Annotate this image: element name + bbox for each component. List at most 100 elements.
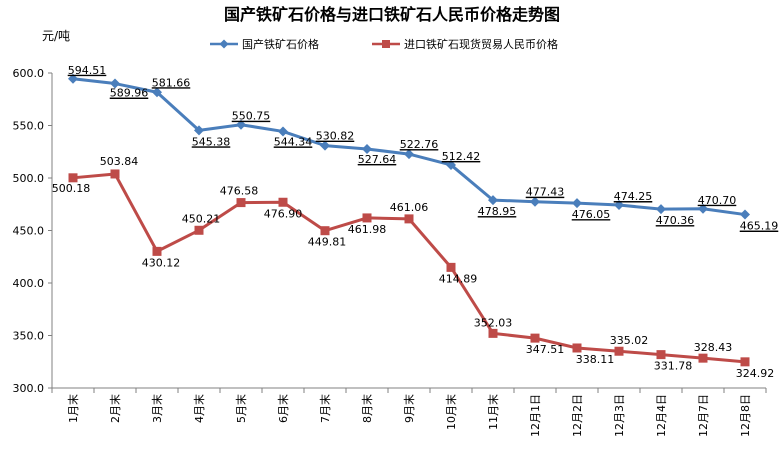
data-point-domestic — [530, 196, 540, 207]
data-point-import — [152, 246, 162, 256]
chart-title: 国产铁矿石价格与进口铁矿石人民币价格走势图 — [224, 5, 560, 24]
series-markers — [68, 73, 750, 367]
x-tick-label: 6月末 — [276, 394, 290, 423]
data-point-domestic — [362, 143, 372, 154]
y-tick-label: 350.0 — [13, 330, 45, 343]
data-label-import: 476.58 — [220, 185, 259, 198]
data-label-domestic: 512.42 — [442, 150, 481, 163]
data-point-domestic — [278, 126, 288, 137]
data-label-domestic: 530.82 — [316, 130, 355, 143]
data-label-domestic: 545.38 — [192, 135, 231, 148]
y-tick-label: 400.0 — [13, 277, 45, 290]
data-point-import — [404, 214, 414, 224]
data-point-import — [362, 213, 372, 223]
data-label-domestic: 470.36 — [656, 214, 695, 227]
x-tick-label: 12月1日 — [529, 394, 542, 437]
x-tick-label: 4月末 — [192, 394, 206, 423]
y-tick-label: 300.0 — [13, 382, 45, 395]
y-ticks: 300.0 350.0 400.0 450.0 500.0 550.0 600.0 — [13, 67, 52, 395]
x-tick-label: 10月末 — [444, 394, 458, 430]
x-tick-label: 3月末 — [150, 394, 164, 423]
data-point-domestic — [656, 204, 666, 215]
data-label-domestic: 589.96 — [110, 87, 149, 100]
data-point-import — [698, 353, 708, 363]
data-label-import: 503.84 — [100, 155, 139, 168]
data-label-import: 449.81 — [308, 236, 347, 249]
data-label-domestic: 478.95 — [478, 205, 517, 218]
x-tick-label: 1月末 — [66, 394, 80, 423]
data-label-domestic: 594.51 — [68, 64, 107, 77]
data-point-import — [530, 333, 540, 343]
y-tick-label: 500.0 — [13, 172, 45, 185]
x-tick-label: 7月末 — [318, 394, 332, 423]
data-label-import: 338.11 — [576, 353, 615, 366]
data-point-domestic — [698, 203, 708, 214]
legend-label-domestic: 国产铁矿石价格 — [242, 37, 319, 51]
x-tick-label: 8月末 — [360, 394, 374, 423]
data-point-import — [110, 169, 120, 179]
data-point-domestic — [404, 149, 414, 160]
data-label-import: 335.02 — [610, 334, 649, 347]
x-tick-label: 2月末 — [108, 394, 122, 423]
x-tick-label: 9月末 — [402, 394, 416, 423]
data-label-import: 500.18 — [52, 182, 91, 195]
x-tick-label: 5月末 — [234, 394, 248, 423]
data-label-import: 461.06 — [390, 201, 429, 214]
data-label-import: 352.03 — [474, 316, 513, 329]
x-tick-label: 12月4日 — [655, 394, 668, 437]
data-point-import — [614, 346, 624, 356]
y-tick-label: 450.0 — [13, 225, 45, 238]
data-point-import — [488, 328, 498, 338]
data-point-domestic — [740, 209, 750, 220]
data-point-import — [446, 262, 456, 272]
data-point-import — [236, 198, 246, 208]
data-label-import: 328.43 — [694, 341, 733, 354]
data-point-domestic — [194, 125, 204, 136]
y-axis-unit: 元/吨 — [42, 29, 70, 43]
data-label-domestic: 470.70 — [698, 194, 737, 207]
data-point-domestic — [572, 198, 582, 209]
data-point-domestic — [320, 140, 330, 151]
x-tick-label: 12月8日 — [739, 394, 752, 437]
data-label-domestic: 550.75 — [232, 110, 271, 123]
data-point-domestic — [110, 78, 120, 89]
data-label-import: 414.89 — [439, 272, 478, 285]
legend-label-import: 进口铁矿石现货贸易人民币价格 — [404, 37, 558, 51]
x-tick-label: 12月7日 — [697, 394, 710, 437]
data-point-import — [68, 173, 78, 183]
data-label-domestic: 465.19 — [740, 220, 779, 233]
data-point-domestic — [446, 159, 456, 170]
axes — [51, 73, 766, 389]
legend-marker-domestic — [219, 39, 229, 49]
data-point-domestic — [152, 87, 162, 98]
legend-marker-import — [382, 40, 390, 48]
legend: 国产铁矿石价格 进口铁矿石现货贸易人民币价格 — [210, 37, 558, 51]
y-tick-label: 600.0 — [13, 67, 45, 80]
y-tick-label: 550.0 — [13, 120, 45, 133]
data-label-import: 347.51 — [526, 343, 565, 356]
data-label-import: 331.78 — [654, 360, 693, 373]
data-label-import: 476.90 — [264, 207, 303, 220]
data-label-domestic: 474.25 — [614, 190, 653, 203]
data-label-domestic: 522.76 — [400, 138, 439, 151]
data-label-domestic: 477.43 — [526, 186, 565, 199]
data-point-domestic — [68, 73, 78, 84]
data-point-domestic — [614, 200, 624, 211]
x-tick-label: 11月末 — [486, 394, 500, 430]
x-tick-label: 12月2日 — [571, 394, 584, 437]
x-ticks: 1月末 2月末 3月末 4月末 5月末 6月末 7月末 8月末 9月末 10月末 11月末 12月1日… — [51, 388, 767, 437]
data-point-import — [740, 357, 750, 367]
data-label-import: 430.12 — [142, 256, 181, 269]
data-label-import: 324.92 — [736, 367, 775, 380]
data-label-domestic: 581.66 — [152, 76, 191, 89]
data-point-import — [572, 343, 582, 353]
data-label-import: 450.21 — [182, 212, 221, 225]
data-label-domestic: 527.64 — [358, 153, 397, 166]
data-label-domestic: 544.34 — [274, 135, 313, 148]
data-label-import: 461.98 — [348, 223, 387, 236]
data-point-domestic — [236, 119, 246, 130]
data-point-import — [278, 197, 288, 207]
data-label-domestic: 476.05 — [572, 208, 611, 221]
